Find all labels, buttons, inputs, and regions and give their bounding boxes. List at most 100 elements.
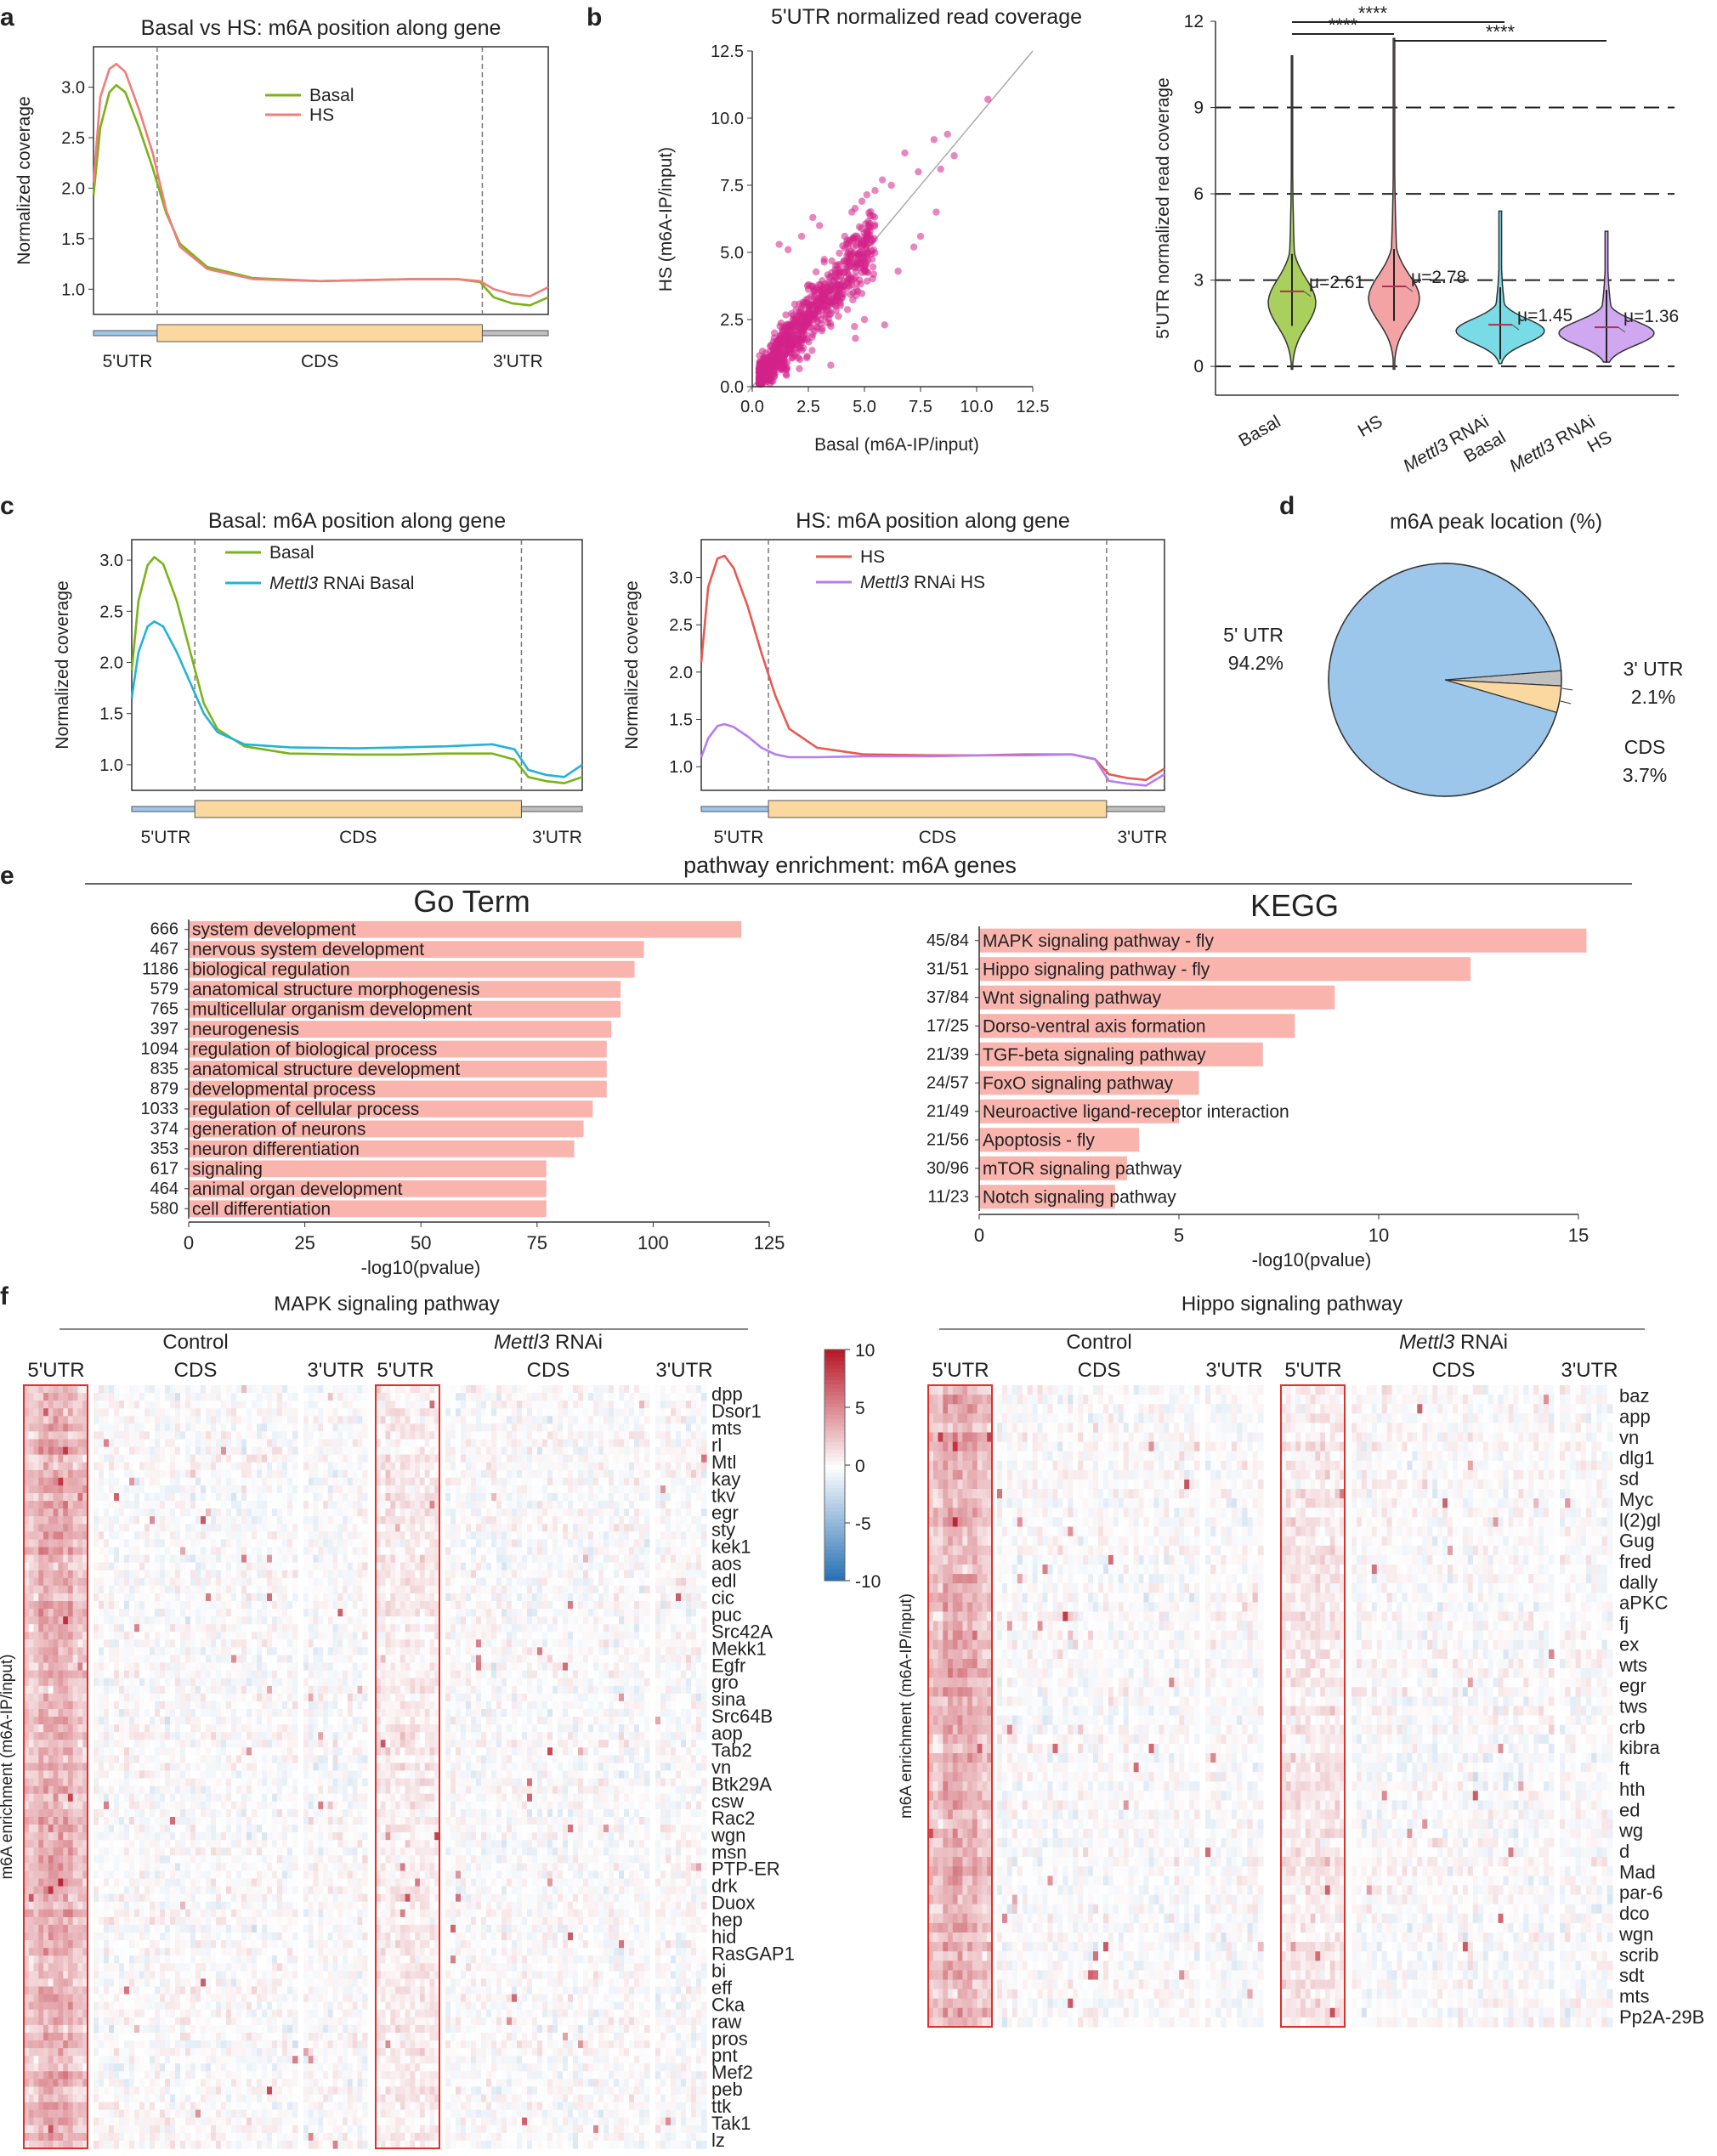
heatmap-cell: [129, 1508, 135, 1517]
heatmap-cell: [134, 1539, 140, 1548]
heatmap-cell: [165, 1609, 171, 1617]
heatmap-cell: [77, 1670, 83, 1679]
heatmap-cell: [48, 1886, 54, 1895]
heatmap-cell: [282, 1423, 288, 1433]
heatmap-cell: [292, 1539, 298, 1548]
heatmap-cell: [226, 1423, 232, 1433]
heatmap-cell: [236, 1785, 242, 1795]
heatmap-cell: [139, 1655, 145, 1664]
heatmap-cell: [38, 2063, 44, 2072]
heatmap-cell: [77, 1785, 83, 1795]
heatmap-cell: [63, 1978, 69, 1988]
heatmap-cell: [43, 1785, 49, 1795]
heatmap-cell: [190, 1439, 196, 1448]
heatmap-cell: [241, 1462, 247, 1471]
heatmap-cell: [33, 2102, 39, 2111]
heatmap-cell: [287, 1485, 293, 1494]
heatmap-cell: [58, 1793, 64, 1802]
heatmap-cell: [216, 1508, 222, 1517]
heatmap-cell: [28, 1678, 35, 1687]
y-axis-label: HS (m6A-IP/input): [656, 147, 676, 291]
heatmap-cell: [175, 1763, 181, 1772]
heatmap-cell: [241, 1793, 247, 1802]
heatmap-cell: [28, 1994, 35, 2003]
heatmap-cell: [63, 1655, 69, 1664]
heatmap-cell: [252, 1477, 258, 1486]
heatmap-cell: [38, 1709, 44, 1717]
heatmap-cell: [272, 1763, 278, 1772]
heatmap-cell: [267, 1709, 273, 1717]
heatmap-cell: [170, 1493, 176, 1502]
heatmap-cell: [155, 1740, 161, 1748]
panel-label-a: a: [0, 3, 14, 31]
heatmap-cell: [160, 1446, 166, 1456]
heatmap-cell: [67, 1393, 74, 1401]
heatmap-cell: [94, 1485, 99, 1494]
heatmap-cell: [63, 1401, 69, 1409]
heatmap-cell: [139, 1616, 145, 1625]
heatmap-cell: [139, 1700, 145, 1710]
heatmap-cell: [58, 2040, 64, 2049]
heatmap-cell: [226, 1793, 232, 1802]
heatmap-cell: [28, 1909, 35, 1918]
heatmap-cell: [170, 1825, 176, 1833]
heatmap-cell: [58, 1593, 64, 1602]
heatmap-cell: [201, 1770, 207, 1780]
heatmap-cell: [216, 1740, 222, 1748]
heatmap-cell: [277, 1585, 283, 1594]
heatmap-cell: [206, 1693, 212, 1702]
heatmap-cell: [180, 1562, 186, 1571]
heatmap-cell: [43, 1685, 49, 1695]
heatmap-cell: [114, 1832, 120, 1841]
heatmap-cell: [129, 1601, 135, 1610]
heatmap-cell: [99, 1647, 105, 1656]
heatmap-cell: [38, 1655, 44, 1664]
heatmap-cell: [72, 1832, 79, 1841]
heatmap-cell: [139, 1808, 145, 1818]
heatmap-cell: [33, 1670, 39, 1679]
heatmap-cell: [216, 1431, 222, 1440]
heatmap-cell: [134, 1562, 140, 1571]
heatmap-cell: [129, 1832, 135, 1841]
heatmap-cell: [139, 1485, 145, 1494]
heatmap-cell: [48, 1423, 54, 1433]
heatmap-cell: [58, 1446, 64, 1456]
heatmap-cell: [63, 1516, 69, 1525]
heatmap-cell: [272, 1524, 278, 1532]
heatmap-cell: [196, 1655, 201, 1664]
heatmap-cell: [94, 1385, 99, 1394]
heatmap-cell: [43, 1700, 49, 1710]
y-tick-label: 10.0: [711, 110, 744, 128]
heatmap-cell: [43, 1886, 49, 1895]
heatmap-cell: [63, 2040, 69, 2049]
heatmap-cell: [67, 1747, 74, 1756]
heatmap-cell: [63, 1554, 69, 1564]
heatmap-cell: [38, 1469, 44, 1479]
heatmap-cell: [63, 1454, 69, 1463]
heatmap-cell: [63, 2071, 69, 2080]
heatmap-cell: [150, 1385, 156, 1394]
heatmap-cell: [53, 1601, 59, 1610]
heatmap-cell: [38, 1825, 44, 1833]
heatmap-cell: [124, 1670, 130, 1679]
heatmap-cell: [267, 1732, 273, 1740]
heatmap-cell: [124, 1825, 130, 1833]
heatmap-cell: [28, 1817, 35, 1825]
heatmap-cell: [175, 1616, 181, 1625]
bar-label: system development: [192, 920, 356, 940]
heatmap-cell: [185, 1446, 191, 1456]
heatmap-cell: [114, 1700, 120, 1710]
heatmap-cell: [262, 1493, 268, 1502]
count-label: 765: [150, 1000, 178, 1019]
bar-label: anatomical structure development: [192, 1060, 460, 1079]
heatmap-cell: [43, 2125, 49, 2134]
heatmap-cell: [72, 1763, 79, 1772]
heatmap-cell: [134, 1785, 140, 1795]
scatter-point: [770, 329, 779, 337]
heatmap-cell: [139, 1785, 145, 1795]
heatmap-cell: [28, 2063, 35, 2072]
heatmap-cell: [43, 1431, 49, 1440]
heatmap-cell: [165, 1524, 171, 1532]
heatmap-cell: [67, 2040, 74, 2049]
heatmap-cell: [38, 1593, 44, 1602]
